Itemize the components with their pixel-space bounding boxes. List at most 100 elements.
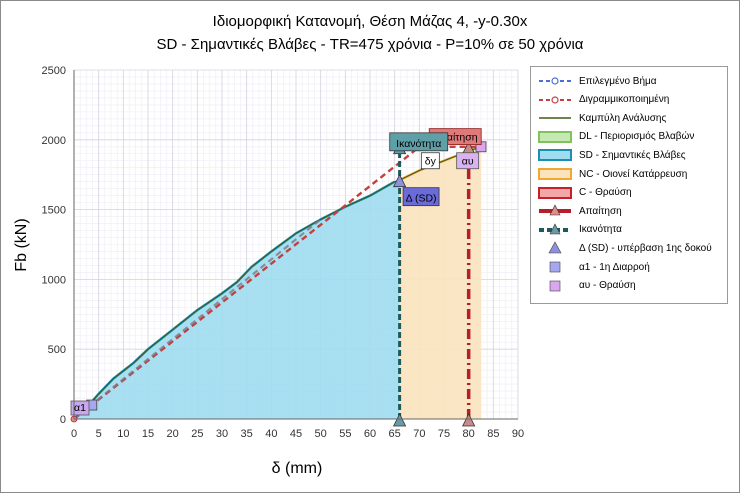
x-tick-label: 85	[487, 428, 499, 440]
legend-label: Καμπύλη Ανάλυσης	[579, 112, 667, 124]
legend-swatch	[538, 168, 572, 180]
y-tick-label: 500	[48, 344, 66, 356]
x-tick-label: 65	[389, 428, 401, 440]
x-tick-label: 80	[463, 428, 475, 440]
legend-marker	[549, 280, 561, 291]
legend-symbol	[537, 186, 573, 200]
capacity-label-box	[389, 132, 449, 152]
legend-symbol	[537, 111, 573, 125]
legend-swatch	[538, 149, 572, 162]
performance-zones	[74, 146, 481, 419]
legend-marker	[551, 77, 559, 85]
x-axis-label: δ (mm)	[272, 460, 323, 477]
legend-label: DL - Περιορισμός Βλαβών	[579, 131, 695, 143]
a1-label-box	[70, 400, 90, 416]
x-tick-label: 90	[512, 428, 524, 440]
x-tick-label: 50	[315, 428, 327, 440]
x-tick-label: 35	[241, 428, 253, 440]
legend-label: Δ (SD) - υπέρβαση 1ης δοκού	[579, 242, 712, 254]
x-tick-label: 20	[167, 428, 179, 440]
legend-label: α1 - 1η Διαρροή	[579, 261, 650, 273]
delta-sd-label: Δ (SD)	[406, 193, 437, 205]
axes: 0 5 10 15 20 25 30 35 40 45 50 55 60 65 70 75 80 85 90 0 500…	[42, 65, 525, 440]
legend-item: α1 - 1η Διαρροή	[537, 258, 725, 276]
legend-symbol	[537, 223, 573, 237]
legend-label: C - Θραύση	[579, 187, 632, 199]
legend-marker	[551, 95, 559, 104]
y-tick-label: 0	[60, 414, 66, 426]
legend-marker	[548, 241, 562, 254]
legend-symbol	[537, 93, 573, 107]
x-tick-label: 25	[191, 428, 203, 440]
delta-sd-label-box	[402, 187, 440, 207]
legend-item: Δ (SD) - υπέρβαση 1ης δοκού	[537, 239, 725, 257]
chart-title: Ιδιομορφική Κατανομή, Θέση Μάζας 4, -y-0…	[212, 13, 528, 30]
legend-label: αυ - Θραύση	[579, 280, 636, 292]
legend-symbol	[537, 260, 573, 274]
legend-marker	[549, 223, 561, 235]
legend-label: SD - Σημαντικές Βλάβες	[579, 149, 686, 161]
legend: Επιλεγμένο Βήμα Διγραμμικοποιημένη Καμπύλη…	[530, 66, 728, 304]
capacity-label: Ικανότητα	[396, 138, 441, 150]
a1-label: α1	[74, 402, 86, 414]
au-label-box	[456, 152, 480, 170]
legend-label: Απαίτηση	[579, 205, 622, 217]
legend-swatch	[538, 130, 572, 143]
y-tick-label: 1000	[42, 274, 66, 286]
legend-marker	[549, 261, 561, 273]
legend-item: αυ - Θραύση	[537, 277, 725, 295]
au-label: αυ	[462, 156, 474, 168]
x-tick-label: 55	[339, 428, 351, 440]
y-tick-label: 2000	[42, 135, 66, 147]
x-tick-label: 60	[364, 428, 376, 440]
y-axis-label: Fb (kN)	[13, 218, 30, 271]
analysis-curve	[73, 146, 482, 420]
legend-item: C - Θραύση	[537, 184, 725, 202]
dy-label-box	[420, 152, 440, 170]
sd-zone	[74, 179, 400, 419]
dy-label: δy	[425, 156, 437, 168]
legend-item: Απαίτηση	[537, 202, 725, 220]
x-tick-label: 0	[71, 428, 77, 440]
legend-marker	[549, 204, 561, 216]
legend-symbol	[537, 167, 573, 181]
x-tick-label: 30	[216, 428, 228, 440]
legend-item: Διγραμμικοποιημένη	[537, 91, 725, 109]
x-tick-label: 40	[265, 428, 277, 440]
legend-symbol	[537, 148, 573, 162]
x-tick-label: 45	[290, 428, 302, 440]
y-tick-label: 2500	[42, 65, 66, 77]
legend-symbol	[537, 241, 573, 255]
delta-sd-marker	[392, 173, 407, 188]
x-tick-label: 10	[117, 428, 129, 440]
x-tick-label: 5	[96, 428, 102, 440]
y-tick-label: 1500	[42, 205, 66, 217]
legend-symbol	[537, 279, 573, 293]
x-tick-label: 75	[438, 428, 450, 440]
chart-subtitle: SD - Σημαντικές Βλάβες - TR=475 χρόνια -…	[156, 36, 584, 53]
capacity-base-marker	[392, 413, 407, 427]
legend-label: Διγραμμικοποιημένη	[579, 94, 670, 106]
legend-symbol	[537, 74, 573, 88]
legend-item: Καμπύλη Ανάλυσης	[537, 109, 725, 127]
bilinear-overlay	[73, 218, 322, 420]
nc-zone	[399, 146, 481, 419]
legend-item: NC - Οιονεί Κατάρρευση	[537, 165, 725, 183]
legend-label: NC - Οιονεί Κατάρρευση	[579, 168, 688, 180]
legend-item: DL - Περιορισμός Βλαβών	[537, 128, 725, 146]
bilinear-curve	[73, 145, 481, 420]
x-tick-label: 70	[413, 428, 425, 440]
legend-swatch	[538, 186, 572, 199]
legend-item: Ικανότητα	[537, 221, 725, 239]
legend-symbol	[537, 204, 573, 218]
series-lines	[73, 145, 482, 420]
demand-base-marker	[462, 413, 476, 427]
x-tick-label: 15	[142, 428, 154, 440]
legend-label: Ικανότητα	[579, 224, 622, 236]
legend-item: Επιλεγμένο Βήμα	[537, 72, 725, 90]
legend-symbol	[537, 130, 573, 144]
legend-item: SD - Σημαντικές Βλάβες	[537, 146, 725, 164]
legend-label: Επιλεγμένο Βήμα	[579, 75, 657, 87]
